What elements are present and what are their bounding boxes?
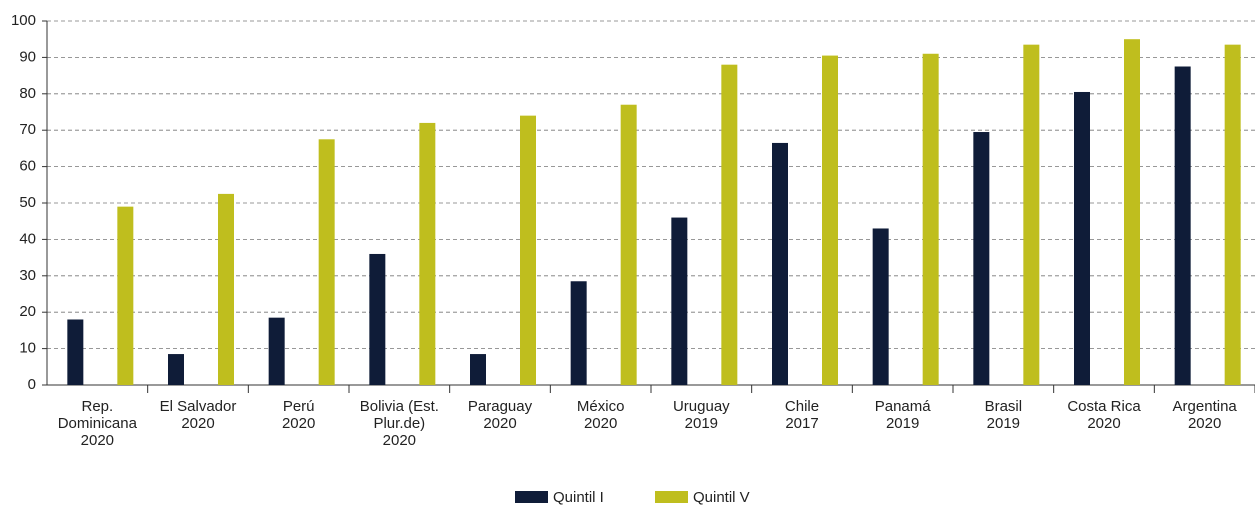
y-tick-label: 60 — [19, 158, 36, 175]
y-tick-label: 40 — [19, 230, 36, 247]
bar — [1023, 44, 1040, 385]
bar — [168, 354, 184, 385]
bar — [1224, 44, 1241, 385]
bar — [218, 193, 234, 385]
x-tick-label: Paraguay 2020 — [468, 398, 533, 432]
bar — [1124, 39, 1140, 385]
x-tick-label: Bolivia (Est. Plur.de) 2020 — [360, 398, 439, 449]
legend-label: Quintil V — [693, 489, 750, 506]
bar — [470, 354, 486, 385]
bar — [570, 281, 587, 385]
y-tick-label: 70 — [19, 121, 36, 138]
y-tick-label: 0 — [28, 376, 36, 393]
x-tick-label: Argentina 2020 — [1173, 398, 1238, 432]
x-tick-label: México 2020 — [577, 398, 625, 432]
bar — [872, 228, 889, 385]
x-tick-label: Uruguay 2019 — [673, 398, 730, 432]
bar — [67, 319, 84, 385]
bar — [117, 206, 134, 385]
bar — [369, 253, 386, 385]
x-tick-label: El Salvador 2020 — [160, 398, 237, 432]
x-tick-label: Costa Rica 2020 — [1067, 398, 1141, 432]
x-tick-label: Brasil 2019 — [985, 398, 1023, 432]
bar — [822, 55, 838, 386]
x-tick-label: Chile 2017 — [785, 398, 819, 432]
y-tick-label: 10 — [19, 340, 36, 357]
y-tick-label: 90 — [19, 48, 36, 65]
bar — [922, 53, 939, 385]
y-tick-label: 20 — [19, 303, 36, 320]
x-tick-label: Rep. Dominicana 2020 — [58, 398, 138, 449]
bar — [721, 64, 738, 386]
x-tick-label: Perú 2020 — [282, 398, 315, 432]
bar — [1174, 66, 1191, 385]
bar — [671, 217, 688, 385]
bar — [1074, 91, 1090, 385]
bar — [772, 142, 788, 385]
y-tick-label: 100 — [11, 12, 36, 29]
x-tick-label: Panamá 2019 — [875, 398, 932, 432]
bar — [520, 115, 536, 385]
bar — [973, 132, 990, 385]
legend-swatch — [655, 491, 688, 503]
y-tick-label: 50 — [19, 194, 36, 211]
legend-swatch — [515, 491, 548, 503]
y-tick-label: 30 — [19, 267, 36, 284]
y-tick-label: 80 — [19, 85, 36, 102]
legend-label: Quintil I — [553, 489, 604, 506]
bar — [268, 317, 285, 385]
bar — [419, 122, 436, 386]
bar — [318, 139, 335, 385]
bar — [620, 104, 637, 385]
